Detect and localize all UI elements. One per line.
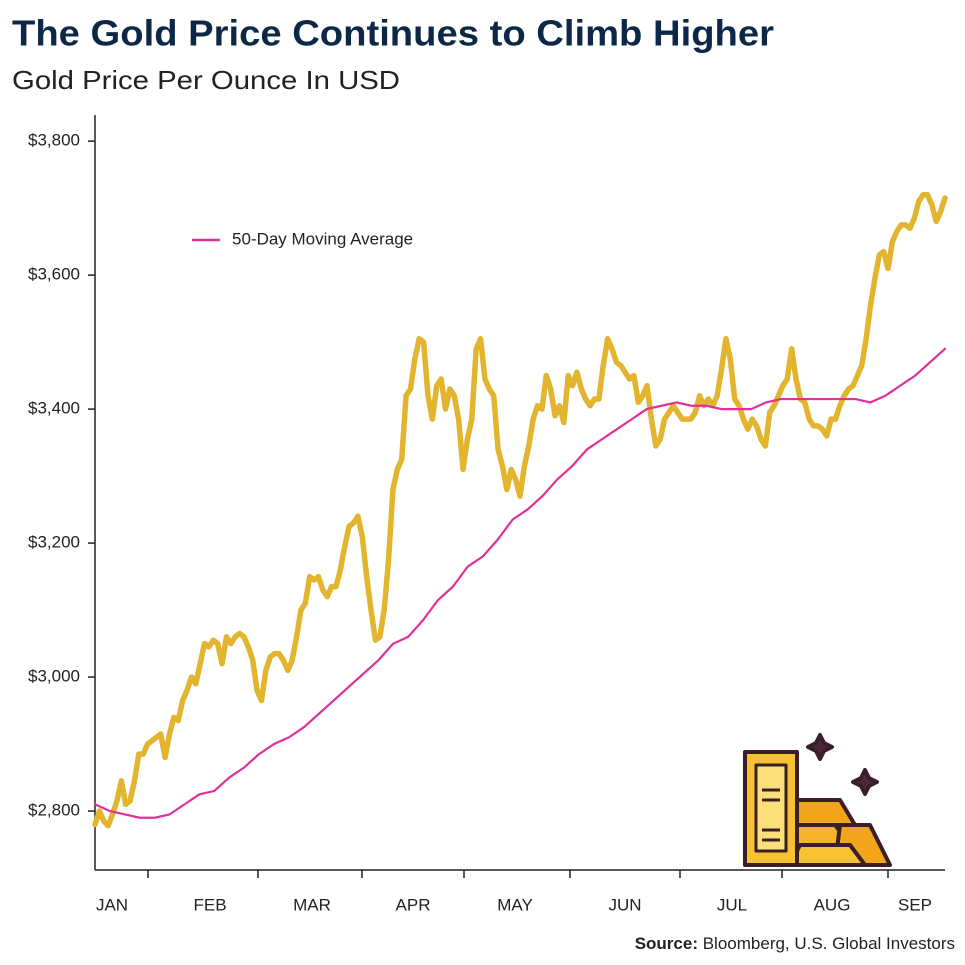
- x-tick-label: MAR: [293, 895, 331, 914]
- gold-bars-icon: [743, 733, 892, 867]
- plot-area: [92, 191, 948, 829]
- x-tick-label: AUG: [814, 895, 851, 914]
- x-tick-label: SEP: [898, 895, 932, 914]
- x-tick-label: JUN: [608, 895, 641, 914]
- x-tick-label: FEB: [193, 895, 226, 914]
- x-tick-label: MAY: [497, 895, 533, 914]
- price-line: [92, 191, 948, 829]
- y-tick-label: $3,200: [28, 533, 80, 552]
- chart-subtitle: Gold Price Per Ounce In USD: [12, 65, 400, 95]
- x-tick-label: JUL: [717, 895, 747, 914]
- y-tick-label: $3,600: [28, 265, 80, 284]
- y-tick-label: $3,400: [28, 399, 80, 418]
- x-tick-label: APR: [396, 895, 431, 914]
- source-text: Bloomberg, U.S. Global Investors: [703, 934, 955, 953]
- y-tick-label: $3,000: [28, 667, 80, 686]
- moving-average-line: [93, 347, 947, 819]
- y-tick-label: $3,800: [28, 131, 80, 150]
- source-label: Source:: [635, 934, 698, 953]
- chart-title: The Gold Price Continues to Climb Higher: [12, 13, 774, 54]
- legend-label: 50-Day Moving Average: [232, 229, 413, 248]
- x-tick-label: JAN: [96, 895, 128, 914]
- source-note: Source: Bloomberg, U.S. Global Investors: [635, 934, 955, 953]
- y-tick-label: $2,800: [28, 801, 80, 820]
